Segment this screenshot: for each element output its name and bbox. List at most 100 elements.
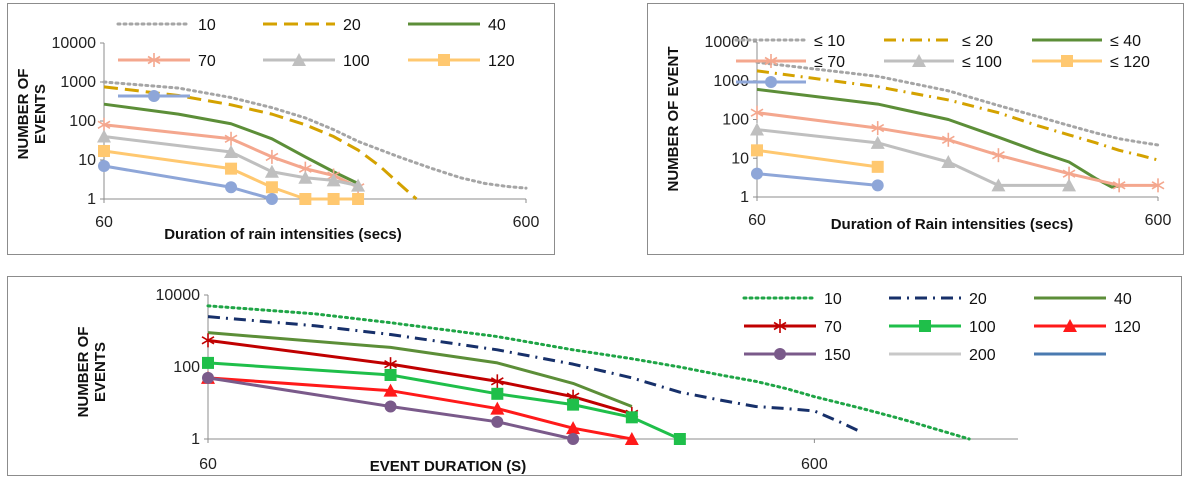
legend-item-5-marker <box>1061 55 1073 67</box>
y-tick-label: 10 <box>78 152 96 169</box>
data-point <box>265 181 278 194</box>
series-6 <box>751 167 884 192</box>
legend-label: ≤ 10 <box>814 33 845 50</box>
chart-a-svg: 1 10 100 1000 10000 60 600 Duration of rain int… <box>15 17 540 243</box>
data-point <box>567 433 580 445</box>
legend-label: 70 <box>198 53 216 70</box>
series-2 <box>756 87 1123 189</box>
data-point <box>264 164 279 178</box>
series-4 <box>202 356 686 445</box>
data-point <box>490 374 504 389</box>
data-point <box>1062 178 1077 192</box>
legend: 10 20 40 70 100 120 150 200 <box>742 291 1141 364</box>
data-point <box>491 387 504 400</box>
series-line <box>756 87 1123 189</box>
data-point <box>991 178 1006 192</box>
data-point <box>97 129 111 143</box>
series-1 <box>207 315 864 435</box>
data-point <box>327 193 340 205</box>
y-tick-label: 1 <box>87 191 96 208</box>
y-axis-title: NUMBER OFEVENTS <box>15 69 49 160</box>
x-tick-label: 60 <box>748 212 766 229</box>
data-point <box>625 411 638 424</box>
data-point <box>384 368 397 381</box>
data-point <box>490 401 505 415</box>
legend-label: ≤ 40 <box>1110 33 1141 50</box>
y-axis-title: NUMBER OFEVENTS <box>75 327 109 418</box>
legend-label: ≤ 120 <box>1110 54 1150 71</box>
series-2 <box>207 331 633 408</box>
y-tick-label: 100 <box>173 359 200 376</box>
legend-label: 100 <box>343 53 370 70</box>
legend-label: 20 <box>343 17 361 34</box>
legend-label: 70 <box>824 319 842 336</box>
data-point <box>751 144 763 157</box>
legend-item-5-marker <box>1063 319 1077 332</box>
legend-label: 150 <box>824 347 851 364</box>
data-point <box>750 105 764 120</box>
series-line <box>207 315 864 435</box>
data-point <box>624 432 639 445</box>
data-point <box>202 371 214 384</box>
x-axis-title: Duration of rain intensities (secs) <box>164 226 402 243</box>
legend-item-3-marker <box>147 53 161 67</box>
legend-item-4-marker <box>292 53 306 66</box>
legend-label: ≤ 20 <box>962 33 993 50</box>
y-tick-label: 10 <box>731 150 749 167</box>
x-tick-label: 600 <box>801 456 828 473</box>
x-axis-title: EVENT DURATION (S) <box>370 458 526 475</box>
series-4 <box>750 122 1077 192</box>
data-point <box>871 179 884 192</box>
y-tick-label: 1000 <box>713 73 749 90</box>
series-line <box>207 361 681 441</box>
series-1 <box>756 69 1159 162</box>
legend-item-4-marker <box>919 320 931 332</box>
y-tick-label: 10000 <box>156 287 201 304</box>
series-line <box>103 85 418 201</box>
y-tick-label: 1000 <box>60 74 96 91</box>
legend-label: 100 <box>969 319 996 336</box>
series-line <box>207 376 574 441</box>
data-point <box>750 122 764 136</box>
data-point <box>1151 178 1165 193</box>
chart-panel-b: 1 10 100 1000 10000 60 600 Duration of Rain int… <box>647 3 1184 255</box>
series-line <box>207 331 633 408</box>
data-point <box>224 131 238 146</box>
data-point <box>201 333 215 348</box>
series-line <box>206 304 971 441</box>
series-5 <box>751 144 884 173</box>
legend-item-3-marker <box>764 54 778 68</box>
chart-b-svg: 1 10 100 1000 10000 60 600 Duration of Rain int… <box>665 33 1172 233</box>
x-tick-label: 600 <box>1145 212 1172 229</box>
series-0 <box>206 304 971 441</box>
series-6 <box>98 160 278 205</box>
data-point <box>225 181 238 194</box>
data-point <box>202 356 214 369</box>
series-line <box>756 69 1159 162</box>
data-point <box>352 193 365 205</box>
series-line <box>756 172 878 187</box>
data-point <box>1112 178 1126 193</box>
y-tick-label: 10000 <box>705 34 750 51</box>
x-tick-label: 600 <box>513 214 540 231</box>
series-5 <box>98 145 365 205</box>
series-3 <box>750 105 1165 193</box>
data-point <box>491 415 504 428</box>
series-line <box>755 60 1160 147</box>
data-point <box>326 173 341 187</box>
data-point <box>299 193 312 205</box>
series-0 <box>102 80 528 190</box>
y-tick-label: 100 <box>722 112 749 129</box>
data-point <box>224 145 239 159</box>
legend-label: ≤ 100 <box>962 54 1002 71</box>
data-point <box>941 155 956 169</box>
data-point <box>351 178 366 192</box>
data-point <box>384 400 397 413</box>
data-point <box>97 117 111 132</box>
x-axis-title: Duration of Rain intensities (secs) <box>831 216 1074 233</box>
legend-item-4-marker <box>912 54 926 67</box>
legend-item-5-marker <box>438 54 450 66</box>
data-point <box>567 398 580 411</box>
y-axis-title: NUMBER OF EVENT <box>665 46 682 191</box>
chart-c-svg: 1 100 10000 60 600 EVENT DURATION (S) NUMBER O… <box>75 287 1141 475</box>
